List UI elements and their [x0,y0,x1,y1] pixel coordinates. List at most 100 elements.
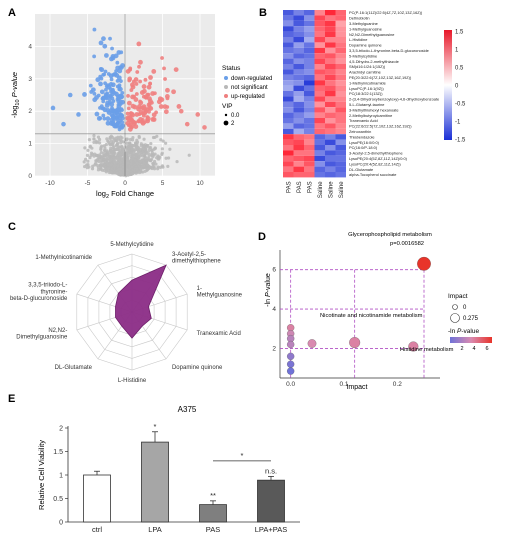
heatmap-cell [314,172,325,178]
volcano-y-tick-label: 0 [28,173,32,180]
volcano-threshold-lines [35,14,215,176]
volcano-point-down [94,111,100,117]
heatmap-cell [325,139,336,145]
volcano-point-ns [126,161,130,165]
heatmap-color-scale [444,30,452,140]
pathway-point [286,352,295,361]
heatmap-row-label: alpha-Tocopherol succinate [349,172,396,177]
volcano-point-ns [103,146,107,150]
heatmap-cell [304,134,315,140]
volcano-point-up [154,110,158,115]
volcano-point-up [149,100,154,105]
heatmap-cell [293,20,304,27]
volcano-point-ns [158,165,163,169]
bar-chart-y-tick-label: 0 [59,520,63,527]
heatmap-cell [283,20,294,27]
heatmap-row-label: 2-Methylbutyroylcarnitine [349,113,392,118]
heatmap-cell [304,107,315,113]
heatmap-cell [283,64,294,70]
heatmap-cell [293,161,304,167]
volcano-point-ns [86,148,90,152]
radar-axis-label: DL-Glutamate [55,365,93,371]
heatmap-cell [335,42,346,48]
heatmap-cell [325,155,336,162]
annotation-histidine: Histidine metabolism [400,347,454,353]
heatmap-cell [325,74,336,81]
volcano-point-ns [116,141,120,145]
heatmap-cell [304,150,315,156]
volcano-point-ns [158,155,162,159]
legend-vip-2: 2 [231,121,235,127]
heatmap-cell [293,172,304,178]
volcano-point-down [111,108,117,114]
volcano-point-ns [122,165,126,169]
volcano-point-ns [135,152,139,156]
volcano-point-ns [84,157,88,161]
volcano-point-ns [114,136,118,140]
volcano-point-up [139,90,145,95]
volcano-point-ns [93,152,97,156]
volcano-point-down [101,113,106,118]
panel-a-letter: A [8,7,16,19]
heatmap-cell [335,155,346,162]
volcano-point-up [176,104,182,109]
volcano-point-down [99,89,105,95]
heatmap-cell [304,123,315,129]
volcano-point-down [105,91,110,96]
heatmap-cell [325,161,336,167]
volcano-point-ns [160,151,164,155]
volcano-point-down [108,36,112,41]
bar-chart-bars [83,431,285,523]
heatmap-cell [293,31,304,37]
heatmap-cell [293,53,304,59]
heatmap-cell [283,42,294,48]
volcano-point-ns [119,167,123,171]
volcano-point-ns [168,147,172,151]
heatmap-cell [335,15,346,21]
volcano-point-ns [99,160,103,164]
volcano-point-up [152,91,157,96]
volcano-point-ns [123,156,128,161]
volcano-point-down [102,43,108,49]
heatmap-column-label: Saline [318,181,324,198]
volcano-point-ns [111,146,115,150]
heatmap-cell [283,128,294,135]
volcano-point-ns [118,135,123,139]
heatmap-row-labels: PC(P-16:1(11Z)/22:5(4Z,7Z,10Z,13Z,16Z))D… [349,10,439,177]
bar-lpa-pas [257,479,285,523]
radar-axis-labels: 5-Methylcytidine 3-Acetyl-2,5-dimethylthi… [10,242,243,384]
volcano-point-ns [94,140,99,145]
volcano-point-ns [100,156,104,160]
volcano-point-up [127,114,133,120]
volcano-point-up [184,121,190,127]
volcano-point-ns [125,170,130,175]
heatmap-cell [325,118,336,124]
volcano-point-up [163,109,169,115]
volcano-point-down [115,78,120,83]
volcano-point-up [146,84,152,90]
volcano-x-ticks: -10 -5 0 5 10 [45,180,204,187]
heatmap-row-label: Dopamine quinone [349,43,382,48]
heatmap-cell [314,96,325,102]
volcano-point-down [104,53,109,58]
heatmap: B PC(P-16:1(11Z)/22:5(4Z,7Z,10Z,13Z,16Z)… [259,7,466,198]
heatmap-cell [335,107,346,113]
volcano-point-ns [92,137,96,141]
volcano-point-up [133,97,139,102]
volcano-point-ns [135,166,139,171]
heatmap-column-label: Saline [339,181,345,198]
volcano-point-down [118,124,124,130]
volcano-point-up [138,99,142,104]
volcano-y-ticks: 0 1 2 3 4 [28,43,32,180]
heatmap-cell [335,10,346,16]
bar-chart-y-tick-label: 1.5 [53,449,63,456]
heatmap-cell [314,155,325,162]
volcano-point-up [135,70,140,74]
legend-impact-large [450,313,460,323]
volcano-point-up [129,124,135,130]
volcano-point-ns [154,162,158,166]
heatmap-cell [293,69,304,75]
volcano-point-ns [109,170,113,174]
heatmap-cell [314,53,325,59]
